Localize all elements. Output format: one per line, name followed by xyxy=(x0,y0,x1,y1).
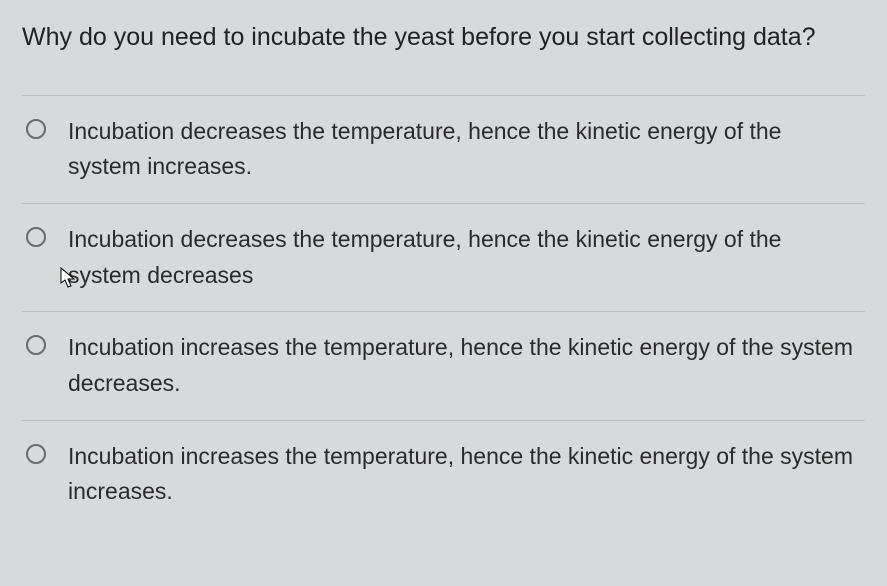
option-row[interactable]: Incubation increases the temperature, he… xyxy=(22,311,865,419)
option-label: Incubation increases the temperature, he… xyxy=(68,330,865,401)
question-text: Why do you need to incubate the yeast be… xyxy=(22,18,865,57)
option-label: Incubation increases the temperature, he… xyxy=(68,439,865,510)
radio-unchecked-icon[interactable] xyxy=(26,444,46,464)
option-label: Incubation decreases the temperature, he… xyxy=(68,114,865,185)
radio-unchecked-icon[interactable] xyxy=(26,227,46,247)
option-row[interactable]: Incubation decreases the temperature, he… xyxy=(22,203,865,311)
option-label: Incubation decreases the temperature, he… xyxy=(68,222,865,293)
option-row[interactable]: Incubation decreases the temperature, he… xyxy=(22,95,865,203)
option-row[interactable]: Incubation increases the temperature, he… xyxy=(22,420,865,528)
radio-unchecked-icon[interactable] xyxy=(26,335,46,355)
quiz-container: Why do you need to incubate the yeast be… xyxy=(0,0,887,538)
options-list: Incubation decreases the temperature, he… xyxy=(22,95,865,528)
radio-unchecked-icon[interactable] xyxy=(26,119,46,139)
